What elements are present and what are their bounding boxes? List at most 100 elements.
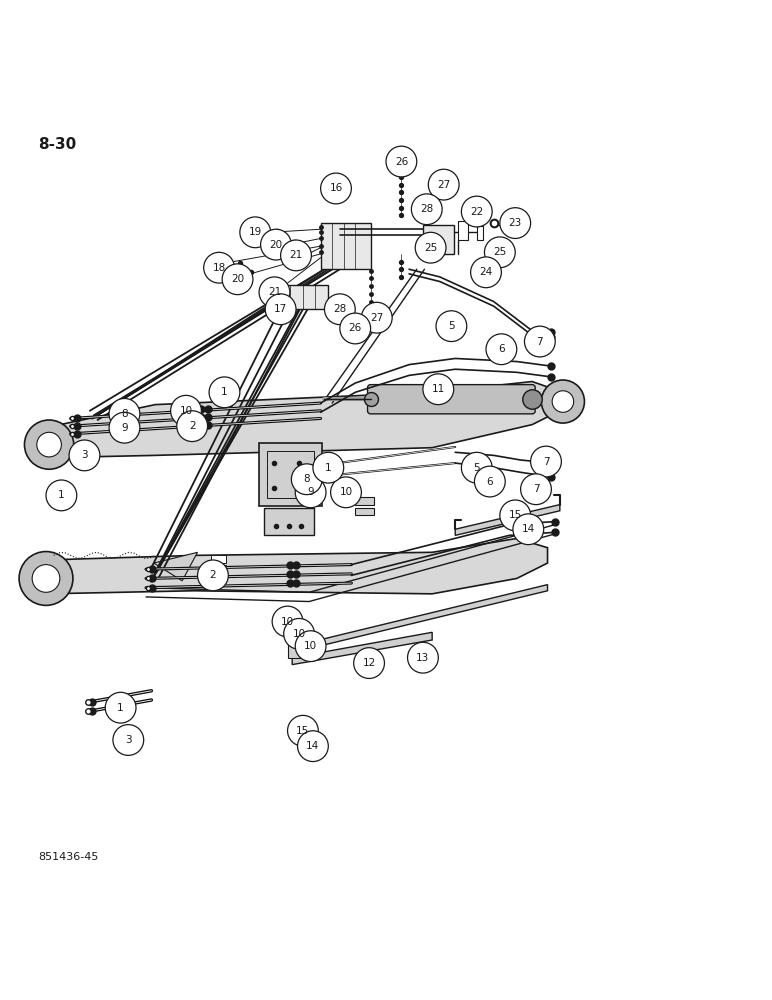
Polygon shape bbox=[49, 382, 563, 458]
Text: 14: 14 bbox=[522, 524, 535, 534]
Text: 1: 1 bbox=[117, 703, 124, 713]
FancyBboxPatch shape bbox=[259, 443, 322, 506]
Text: 16: 16 bbox=[330, 183, 343, 193]
Text: 1: 1 bbox=[221, 387, 228, 397]
Circle shape bbox=[37, 432, 62, 457]
Circle shape bbox=[259, 277, 290, 308]
Text: 18: 18 bbox=[212, 263, 225, 273]
Circle shape bbox=[386, 146, 417, 177]
Text: 26: 26 bbox=[394, 157, 408, 167]
Text: 26: 26 bbox=[349, 323, 362, 333]
Polygon shape bbox=[154, 552, 198, 581]
Circle shape bbox=[324, 294, 355, 325]
Text: 8: 8 bbox=[121, 409, 128, 419]
Text: 20: 20 bbox=[231, 274, 244, 284]
Text: 10: 10 bbox=[179, 406, 192, 416]
Text: 5: 5 bbox=[473, 463, 480, 473]
Polygon shape bbox=[455, 505, 560, 535]
Circle shape bbox=[295, 631, 326, 662]
Circle shape bbox=[240, 217, 271, 248]
Circle shape bbox=[499, 500, 530, 531]
Text: 6: 6 bbox=[486, 477, 493, 487]
Text: 24: 24 bbox=[479, 267, 493, 277]
Text: 21: 21 bbox=[268, 287, 281, 297]
Circle shape bbox=[499, 208, 530, 238]
Circle shape bbox=[462, 196, 493, 227]
Circle shape bbox=[340, 313, 371, 344]
Text: 21: 21 bbox=[290, 250, 303, 260]
Circle shape bbox=[177, 411, 208, 442]
Circle shape bbox=[475, 466, 505, 497]
Text: 11: 11 bbox=[432, 384, 445, 394]
Circle shape bbox=[530, 446, 561, 477]
Polygon shape bbox=[292, 632, 432, 665]
Circle shape bbox=[411, 194, 442, 225]
Circle shape bbox=[520, 474, 551, 505]
Text: 1: 1 bbox=[58, 490, 65, 500]
Text: 10: 10 bbox=[340, 487, 353, 497]
Circle shape bbox=[297, 731, 328, 762]
Polygon shape bbox=[423, 225, 454, 254]
Text: 8: 8 bbox=[303, 474, 310, 484]
Text: 10: 10 bbox=[281, 617, 294, 627]
Text: 28: 28 bbox=[420, 204, 433, 214]
Text: 9: 9 bbox=[307, 487, 314, 497]
Polygon shape bbox=[46, 538, 547, 594]
Circle shape bbox=[287, 715, 318, 746]
Circle shape bbox=[423, 374, 454, 405]
Circle shape bbox=[209, 377, 240, 408]
Text: 2: 2 bbox=[210, 570, 216, 580]
Text: 27: 27 bbox=[370, 313, 384, 323]
Circle shape bbox=[552, 391, 574, 412]
Polygon shape bbox=[320, 223, 371, 269]
Circle shape bbox=[280, 240, 311, 271]
Circle shape bbox=[198, 560, 229, 591]
Text: 23: 23 bbox=[509, 218, 522, 228]
Polygon shape bbox=[293, 585, 547, 652]
Circle shape bbox=[261, 229, 291, 260]
Text: 14: 14 bbox=[306, 741, 320, 751]
FancyBboxPatch shape bbox=[355, 508, 374, 515]
FancyBboxPatch shape bbox=[287, 640, 304, 658]
Text: 7: 7 bbox=[537, 337, 543, 347]
Circle shape bbox=[105, 692, 136, 723]
Circle shape bbox=[69, 440, 100, 471]
Circle shape bbox=[291, 464, 322, 495]
Polygon shape bbox=[279, 285, 328, 309]
Circle shape bbox=[113, 725, 144, 755]
Circle shape bbox=[266, 294, 296, 325]
Text: 27: 27 bbox=[437, 180, 450, 190]
Text: 851436-45: 851436-45 bbox=[39, 852, 99, 862]
Circle shape bbox=[109, 412, 140, 443]
Circle shape bbox=[486, 334, 516, 365]
Text: 10: 10 bbox=[304, 641, 317, 651]
Circle shape bbox=[354, 648, 384, 678]
Circle shape bbox=[524, 326, 555, 357]
Text: 25: 25 bbox=[493, 247, 506, 257]
FancyBboxPatch shape bbox=[459, 221, 468, 240]
Text: 20: 20 bbox=[269, 240, 283, 250]
Text: 1: 1 bbox=[325, 463, 332, 473]
Circle shape bbox=[283, 618, 314, 649]
Circle shape bbox=[222, 264, 253, 295]
Circle shape bbox=[361, 302, 392, 333]
Circle shape bbox=[415, 232, 446, 263]
Circle shape bbox=[273, 606, 303, 637]
Circle shape bbox=[171, 395, 201, 426]
Circle shape bbox=[109, 398, 140, 429]
Text: 28: 28 bbox=[334, 304, 347, 314]
Text: 15: 15 bbox=[296, 726, 310, 736]
Circle shape bbox=[436, 311, 467, 342]
FancyBboxPatch shape bbox=[211, 555, 226, 563]
Text: 3: 3 bbox=[125, 735, 131, 745]
FancyBboxPatch shape bbox=[367, 385, 535, 414]
Text: 6: 6 bbox=[498, 344, 505, 354]
Circle shape bbox=[428, 169, 459, 200]
Circle shape bbox=[19, 552, 73, 605]
Text: 22: 22 bbox=[470, 207, 483, 217]
Circle shape bbox=[25, 420, 73, 469]
Circle shape bbox=[513, 514, 543, 545]
Text: 25: 25 bbox=[424, 243, 437, 253]
Circle shape bbox=[313, 452, 344, 483]
FancyBboxPatch shape bbox=[355, 497, 374, 505]
